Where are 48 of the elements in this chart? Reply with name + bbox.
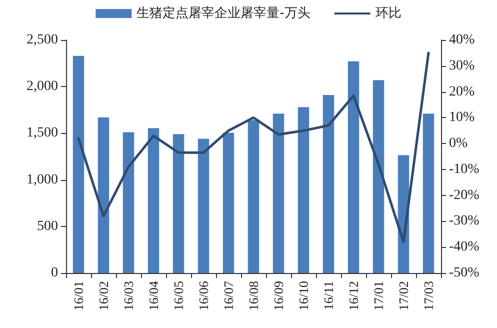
bar [322, 94, 334, 273]
bar [298, 107, 310, 273]
x-tick-label: 16/05 [171, 281, 186, 311]
y2-tick-label: -40% [449, 240, 480, 255]
x-tick-label: 16/06 [196, 280, 211, 311]
y2-tick-label: 30% [449, 58, 475, 74]
bar [422, 114, 434, 273]
x-tick-label: 17/01 [371, 281, 386, 311]
y2-tick-label: -10% [449, 162, 480, 177]
y-tick-label: 0 [51, 266, 58, 280]
legend-label: 生猪定点屠宰企业屠宰量-万头 [136, 5, 310, 21]
x-tick-label: 16/04 [146, 280, 161, 311]
bar [72, 56, 84, 273]
bar [372, 80, 384, 273]
y-tick-label: 1,000 [26, 172, 58, 188]
bar [148, 128, 160, 273]
y2-tick-label: 40% [449, 32, 475, 48]
bar [172, 134, 184, 273]
y2-tick-label: 0% [449, 136, 468, 152]
x-tick-label: 16/01 [71, 281, 86, 311]
x-tick-label: 17/02 [396, 281, 411, 311]
x-tick-label: 16/07 [221, 280, 236, 311]
x-tick-label: 17/03 [421, 281, 436, 311]
bar [272, 114, 284, 273]
x-tick-label: 16/03 [121, 281, 136, 311]
x-tick-label: 16/02 [96, 281, 111, 311]
bar [222, 132, 234, 273]
y-tick-label: 500 [37, 218, 58, 234]
x-tick-label: 16/11 [321, 281, 336, 310]
bar [98, 117, 110, 273]
y-tick-label: 1,500 [26, 126, 58, 141]
line-series [77, 52, 430, 244]
y-tick-label: 2,000 [26, 79, 58, 94]
y2-tick-label: 10% [449, 110, 475, 126]
y2-tick-label: -50% [449, 266, 480, 280]
y2-tick-label: -30% [449, 214, 480, 229]
x-tick-label: 16/08 [246, 281, 261, 311]
y2-tick-label: 20% [449, 84, 475, 100]
y-tick-label: 2,500 [26, 32, 58, 48]
x-tick-label: 16/12 [346, 281, 361, 311]
bar [348, 61, 360, 273]
bar [122, 132, 134, 273]
x-tick-label: 16/10 [296, 281, 311, 311]
y2-tick-label: -20% [449, 188, 480, 203]
x-tick-label: 16/09 [271, 281, 286, 311]
bar [198, 138, 210, 273]
legend-label: 环比 [375, 6, 402, 21]
bar [248, 120, 260, 273]
